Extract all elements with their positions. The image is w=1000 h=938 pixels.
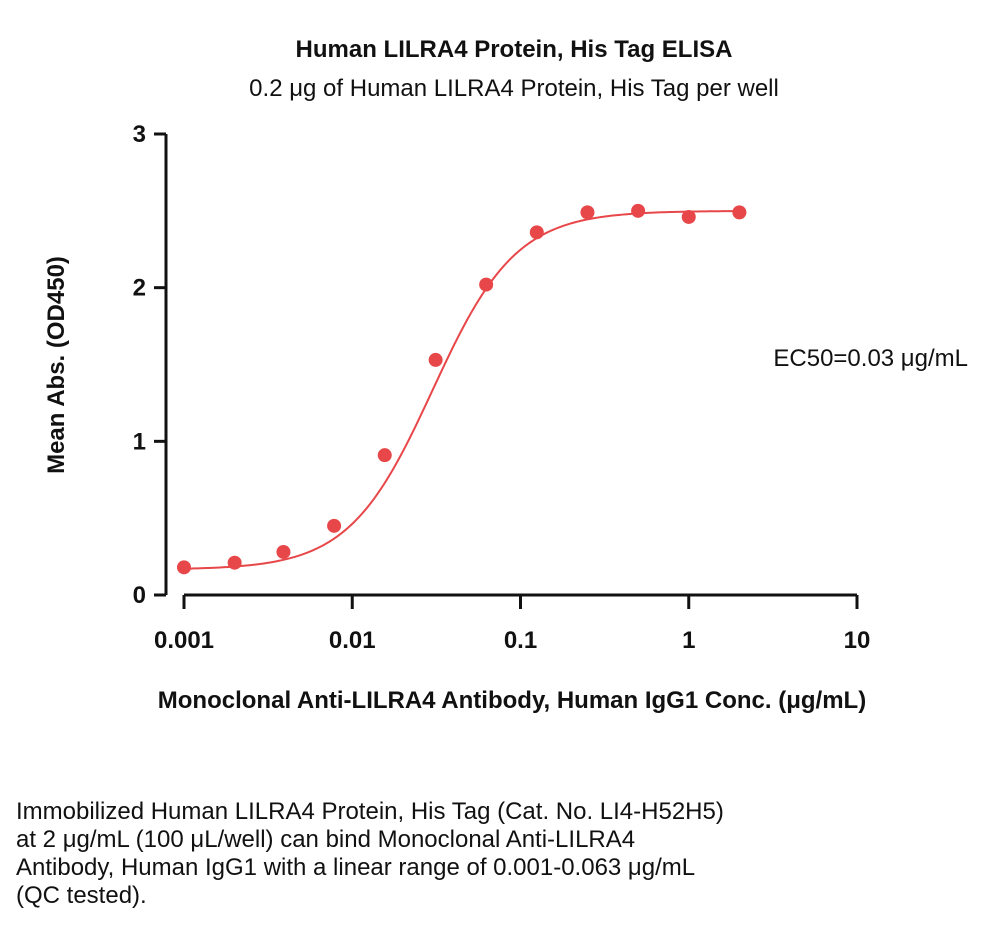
chart-title: Human LILRA4 Protein, His Tag ELISA [295,36,733,63]
data-point [479,277,494,292]
data-points [177,203,747,575]
chart-subtitle: 0.2 μg of Human LILRA4 Protein, His Tag … [249,75,779,102]
y-tick-label: 1 [133,428,146,455]
figure-caption: Immobilized Human LILRA4 Protein, His Ta… [16,798,724,909]
y-tick-label: 3 [133,121,146,148]
data-point [580,205,595,220]
data-point [276,544,291,559]
fit-curve [183,210,740,570]
data-point [631,203,646,218]
x-axis-label: Monoclonal Anti-LILRA4 Antibody, Human I… [158,687,866,714]
x-tick-label: 0.1 [504,627,537,654]
y-tick-label: 0 [133,582,146,609]
x-tick-label: 0.001 [154,627,214,654]
data-point [227,555,242,570]
y-tick-label: 2 [133,275,146,302]
fit-curve-layer [183,210,740,570]
data-point [327,518,342,533]
data-point [428,352,443,367]
data-point [177,560,191,575]
data-point [681,209,696,224]
x-tick-label: 10 [844,627,871,654]
data-point [732,205,747,220]
ec50-annotation: EC50=0.03 μg/mL [773,345,968,372]
y-axis-label: Mean Abs. (OD450) [43,256,70,474]
x-tick-label: 0.01 [329,627,376,654]
data-point [377,448,392,463]
data-point [529,225,544,240]
x-tick-label: 1 [682,627,695,654]
axes: 0 1 2 3 0.001 0.01 0.1 1 10 [133,121,871,654]
